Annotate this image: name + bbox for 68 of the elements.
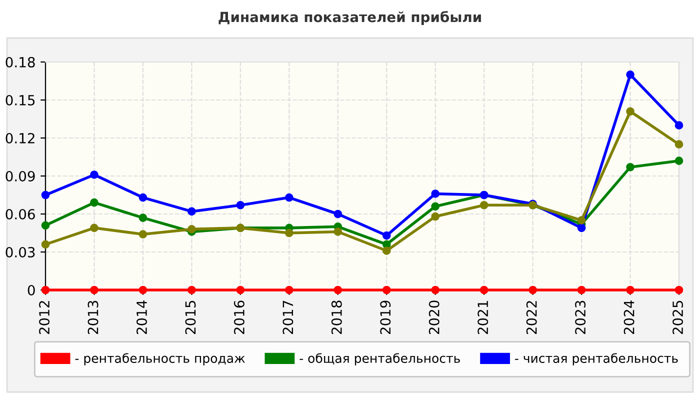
- point: [577, 216, 586, 224]
- point: [431, 212, 440, 221]
- point: [334, 286, 342, 294]
- chart-title: Динамика показателей прибыли: [218, 11, 481, 25]
- point: [284, 286, 294, 294]
- legend-label: - рентабельность продаж: [75, 353, 245, 366]
- x-tick-label: 2019: [380, 300, 391, 334]
- x-tick-label: 2014: [136, 300, 147, 334]
- x-tick-label: 2018: [331, 300, 342, 334]
- point: [90, 198, 98, 207]
- legend-label: - общая рентабельность: [300, 353, 460, 366]
- x-tick-label: 2017: [282, 300, 294, 334]
- point: [382, 246, 391, 255]
- point: [138, 286, 148, 294]
- y-tick-label: 0.09: [6, 170, 35, 182]
- point: [626, 70, 634, 79]
- point: [188, 225, 196, 234]
- point: [334, 228, 342, 236]
- point: [188, 207, 196, 216]
- point: [626, 162, 634, 172]
- x-tick-label: 2023: [575, 300, 586, 334]
- point: [41, 240, 50, 249]
- point: [382, 286, 391, 294]
- point: [674, 140, 684, 148]
- y-tick-label: 0.15: [6, 94, 35, 106]
- x-tick-label: 2025: [672, 300, 684, 334]
- point: [41, 190, 50, 200]
- x-tick-label: 2021: [478, 301, 488, 334]
- y-tick-label: 0: [28, 284, 35, 296]
- x-tick-label: 2015: [185, 300, 196, 334]
- point: [284, 228, 294, 238]
- point: [431, 286, 440, 294]
- point: [138, 214, 148, 222]
- point: [626, 107, 634, 116]
- legend-label: - чистая рентабельность: [515, 353, 678, 366]
- point: [284, 193, 294, 202]
- point: [41, 221, 50, 230]
- point: [236, 286, 245, 294]
- point: [480, 200, 488, 210]
- point: [382, 231, 391, 240]
- x-tick-label: 2013: [88, 300, 98, 334]
- y-tick-label: 0.03: [6, 246, 35, 258]
- point: [528, 286, 537, 294]
- point: [626, 286, 634, 294]
- point: [138, 230, 148, 238]
- x-tick-label: 2012: [39, 301, 50, 334]
- point: [334, 210, 342, 218]
- y-tick-label: 0.06: [6, 208, 35, 220]
- point: [188, 286, 196, 294]
- x-tick-label: 2020: [428, 300, 440, 334]
- y-tick-label: 0.12: [6, 132, 34, 144]
- x-tick-label: 2016: [234, 300, 244, 334]
- point: [90, 170, 98, 179]
- point: [90, 224, 98, 232]
- point: [236, 200, 245, 210]
- point: [577, 286, 586, 294]
- point: [674, 286, 684, 294]
- point: [480, 286, 488, 294]
- point: [674, 156, 684, 165]
- x-tick-label: 2024: [624, 300, 634, 334]
- point: [431, 190, 440, 198]
- point: [577, 224, 586, 232]
- point: [90, 286, 98, 294]
- x-tick-label: 2022: [526, 301, 537, 334]
- point: [674, 121, 684, 130]
- y-tick-label: 0.18: [6, 56, 35, 68]
- point: [431, 202, 440, 211]
- point: [138, 193, 148, 202]
